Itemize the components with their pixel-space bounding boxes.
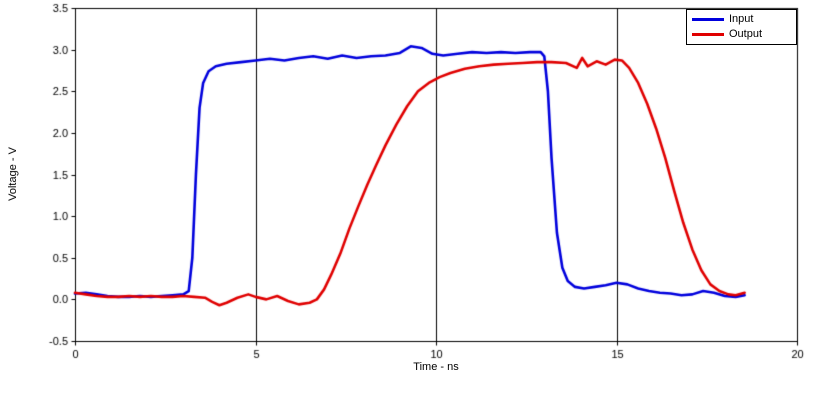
input-line-swatch bbox=[692, 17, 724, 21]
legend-item-input: Input bbox=[692, 13, 788, 25]
legend-label-input: Input bbox=[729, 13, 754, 25]
x-axis-label: Time - ns bbox=[413, 361, 459, 373]
output-line-swatch bbox=[692, 32, 724, 36]
y-axis-label: Voltage - V bbox=[7, 147, 19, 201]
legend-label-output: Output bbox=[729, 28, 763, 40]
legend: Input Output bbox=[686, 9, 797, 45]
legend-item-output: Output bbox=[692, 28, 788, 40]
